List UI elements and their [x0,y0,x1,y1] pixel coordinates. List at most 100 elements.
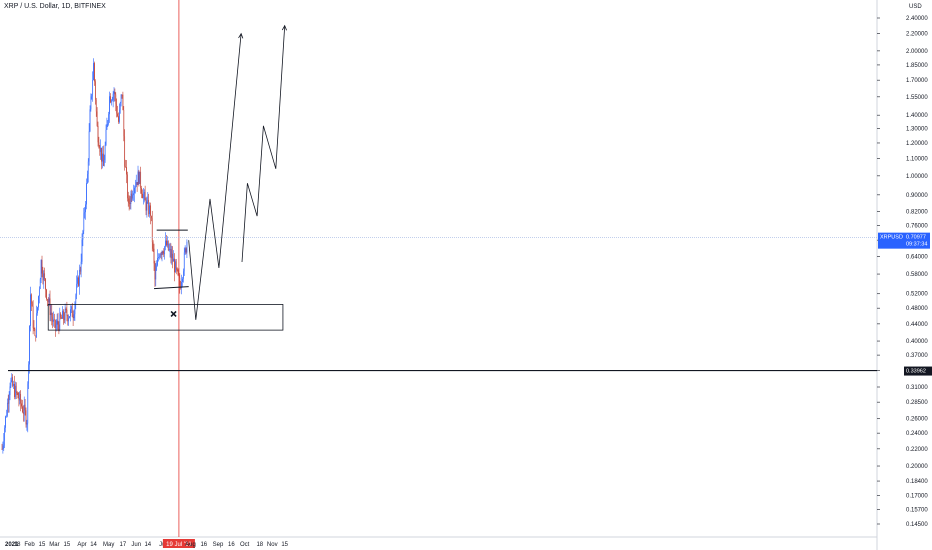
candle-body [85,204,86,213]
candle-body [148,199,150,215]
candle-body [89,109,91,132]
candle-body [181,281,182,289]
candle-body [11,377,13,381]
x-tick-label: 14 [90,542,97,548]
candle-body [183,252,185,272]
candle-body [25,410,27,425]
candle-body [72,316,74,319]
candle-body [100,147,102,152]
candle-body [47,300,49,303]
y-tick-label: 1.10000 [906,157,928,163]
candle-body [6,415,7,417]
candle-body [45,278,46,290]
candle-body [185,248,187,253]
candle-body [159,256,160,258]
candle-body [10,380,12,387]
last-price-tag [878,232,930,249]
candle-body [153,248,155,264]
y-tick-label: 1.30000 [906,127,928,133]
candle-body [3,440,5,446]
candle-body [143,192,145,195]
x-tick-label: Mar [49,542,59,548]
candle-body [64,308,66,321]
candle-body [70,306,72,310]
candle-body [67,316,69,322]
candle-body [65,308,67,310]
candle-body [109,96,110,115]
candle-body [170,249,172,259]
candle-body [36,313,38,337]
x-tick-label: 16 [228,542,235,548]
x-tick-label: Aug [185,542,196,548]
candle-body [26,423,28,425]
candle-body [75,295,77,304]
y-tick-label: 0.15700 [906,508,928,514]
y-tick-label: 0.17000 [906,493,928,499]
candle-body [130,193,132,204]
candle-body [92,79,94,95]
candle-body [139,171,141,184]
candle-body [73,314,75,319]
candle-body [140,171,142,189]
candle-body [136,182,138,185]
x-tick-label: Nov [267,542,278,548]
x-marker [170,310,177,317]
candle-body [87,161,89,175]
candle-body [167,240,169,250]
candle-body [12,377,14,386]
x-tick-label: Oct [240,542,250,548]
candle-body [17,393,19,399]
candle-body [93,63,94,80]
candle-body [104,144,106,161]
candle-body [175,261,176,273]
candle-body [63,318,65,321]
candle-body [161,251,163,255]
candle-body [46,289,47,300]
candle-body [127,197,129,199]
candle-body [84,212,86,214]
candle-body [177,269,179,276]
candle-body [146,201,148,211]
candle-body [5,416,6,428]
y-axis: 2.40000 2.20000 2.00000 1.85000 1.70000 1.550… [877,16,928,528]
candle-body [162,251,164,254]
candle-body [123,110,125,137]
candle-body [118,116,119,122]
candle-body [38,289,40,297]
candle-body [20,393,22,404]
candle-body [77,277,78,284]
y-tick-label: 1.00000 [906,174,928,180]
x-tick-label: 17 [120,542,127,548]
x-tick-label: 15 [64,542,71,548]
x-tick-label: 15 [39,542,46,548]
candle-body [99,147,101,152]
date-tag-box [162,539,195,548]
y-tick-label: 1.85000 [906,63,928,69]
candle-body [132,195,134,199]
candle-body [95,99,97,112]
x-tick-label: 18 [14,542,21,548]
y-tick-label: 0.28500 [906,400,928,406]
x-tick-label: 2021 [5,542,19,548]
candle-body [78,269,80,286]
candle-body [118,109,120,122]
candle-body [158,257,159,259]
candle-body [51,312,53,318]
y-tick-label: 1.20000 [906,141,928,147]
candle-body [48,298,50,303]
candle-body [28,364,30,384]
x-tick-label: Apr [77,542,86,548]
candle-body [38,296,39,308]
y-tick-label: 1.70000 [906,78,928,84]
candle-body [94,63,95,82]
candle-body [22,412,24,414]
demand-zone-rectangle [47,304,284,331]
x-tick-label: 15 [281,542,288,548]
y-tick-label: 0.22000 [906,447,928,453]
x-tick-label: Jun [131,542,141,548]
candle-body [15,385,17,393]
candle-body [55,324,57,328]
